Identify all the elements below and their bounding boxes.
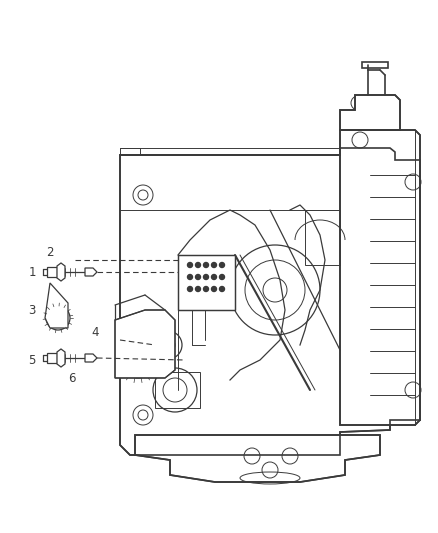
Circle shape — [212, 287, 216, 292]
Polygon shape — [120, 148, 420, 455]
Polygon shape — [57, 349, 65, 367]
Circle shape — [187, 287, 192, 292]
Text: 1: 1 — [28, 265, 36, 279]
Polygon shape — [178, 255, 235, 310]
Circle shape — [212, 262, 216, 268]
Polygon shape — [85, 268, 97, 276]
Polygon shape — [47, 353, 57, 363]
Circle shape — [212, 274, 216, 279]
Polygon shape — [115, 310, 175, 378]
Circle shape — [219, 274, 225, 279]
Text: 3: 3 — [28, 303, 35, 317]
Polygon shape — [47, 267, 57, 277]
Circle shape — [187, 262, 192, 268]
Circle shape — [195, 262, 201, 268]
Polygon shape — [85, 354, 97, 362]
Polygon shape — [135, 435, 380, 482]
Text: 5: 5 — [28, 353, 35, 367]
Circle shape — [195, 274, 201, 279]
Text: 2: 2 — [46, 246, 54, 259]
Text: 4: 4 — [91, 327, 99, 340]
Circle shape — [46, 306, 70, 330]
Circle shape — [187, 274, 192, 279]
Circle shape — [204, 262, 208, 268]
Circle shape — [219, 262, 225, 268]
Polygon shape — [340, 130, 420, 425]
Polygon shape — [57, 263, 65, 281]
Polygon shape — [340, 95, 400, 130]
Circle shape — [204, 274, 208, 279]
Polygon shape — [45, 283, 68, 328]
Circle shape — [204, 287, 208, 292]
Circle shape — [195, 287, 201, 292]
Text: 6: 6 — [68, 372, 76, 384]
Circle shape — [219, 287, 225, 292]
